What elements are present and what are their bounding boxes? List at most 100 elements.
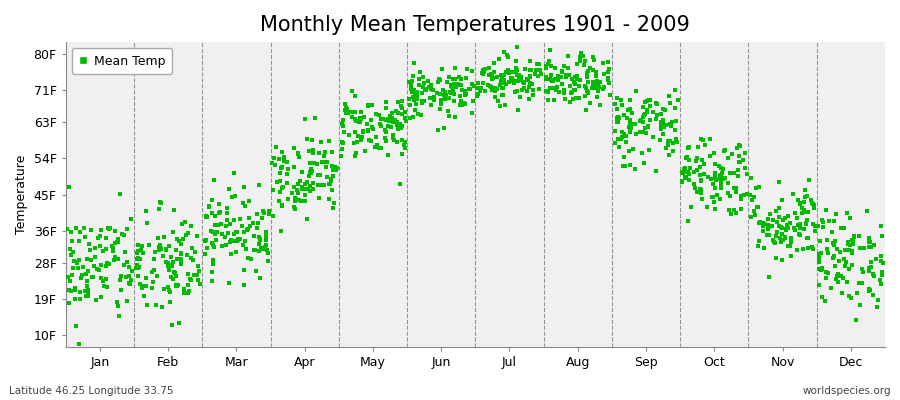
Point: [223, 251, 238, 258]
Point: [120, 226, 134, 232]
Point: [798, 187, 813, 193]
Point: [866, 292, 880, 298]
Point: [510, 72, 525, 78]
Point: [477, 65, 491, 72]
Point: [784, 235, 798, 241]
Point: [787, 225, 801, 231]
Point: [587, 56, 601, 63]
Point: [496, 85, 510, 92]
Point: [580, 88, 594, 94]
Point: [488, 84, 502, 91]
Point: [727, 170, 742, 176]
Point: [99, 235, 113, 241]
Point: [864, 259, 878, 266]
Point: [752, 243, 766, 249]
Point: [600, 75, 615, 81]
Point: [714, 165, 728, 172]
Point: [252, 248, 266, 254]
Point: [776, 237, 790, 243]
Point: [171, 282, 185, 289]
Point: [861, 268, 876, 274]
Point: [302, 173, 316, 180]
Point: [149, 272, 164, 279]
Point: [405, 78, 419, 84]
Point: [67, 265, 81, 272]
Point: [483, 71, 498, 77]
Point: [842, 293, 856, 300]
Point: [213, 220, 228, 227]
Point: [136, 250, 150, 256]
Point: [680, 217, 695, 224]
Point: [162, 243, 176, 249]
Point: [573, 49, 588, 56]
Point: [547, 65, 562, 71]
Point: [515, 87, 529, 93]
Point: [438, 92, 453, 98]
Point: [680, 154, 695, 160]
Point: [494, 78, 508, 84]
Point: [140, 208, 154, 214]
Point: [192, 268, 206, 274]
Point: [490, 74, 504, 80]
Point: [470, 85, 484, 91]
Point: [716, 176, 730, 183]
Point: [160, 260, 175, 267]
Point: [112, 191, 127, 198]
Point: [447, 114, 462, 120]
Point: [747, 208, 761, 214]
Point: [80, 255, 94, 262]
Point: [169, 283, 184, 289]
Point: [424, 86, 438, 92]
Point: [466, 98, 481, 104]
Point: [781, 213, 796, 220]
Point: [593, 79, 608, 85]
Point: [166, 259, 180, 266]
Point: [476, 69, 491, 75]
Point: [675, 178, 689, 185]
Point: [295, 186, 310, 192]
Point: [113, 286, 128, 293]
Point: [813, 237, 827, 244]
Point: [659, 144, 673, 151]
Point: [586, 78, 600, 85]
Point: [565, 89, 580, 96]
Point: [395, 150, 410, 157]
Point: [544, 71, 559, 78]
Point: [298, 116, 312, 122]
Point: [541, 61, 555, 67]
Point: [294, 183, 309, 190]
Point: [256, 246, 271, 252]
Point: [79, 292, 94, 299]
Point: [694, 157, 708, 163]
Point: [760, 232, 774, 239]
Point: [505, 69, 519, 76]
Point: [749, 185, 763, 191]
Point: [123, 216, 138, 222]
Point: [841, 241, 855, 248]
Point: [562, 72, 576, 78]
Point: [162, 266, 176, 273]
Point: [287, 198, 302, 204]
Point: [847, 233, 861, 239]
Point: [542, 58, 556, 64]
Point: [812, 258, 826, 265]
Point: [578, 58, 592, 64]
Point: [665, 148, 680, 154]
Point: [206, 176, 220, 183]
Point: [457, 88, 472, 94]
Point: [663, 138, 678, 144]
Point: [458, 75, 473, 82]
Point: [698, 142, 713, 148]
Point: [691, 144, 706, 150]
Point: [77, 288, 92, 294]
Point: [390, 122, 404, 128]
Point: [259, 236, 274, 243]
Point: [405, 89, 419, 96]
Point: [654, 126, 669, 132]
Point: [538, 88, 553, 94]
Point: [752, 238, 766, 244]
Point: [737, 165, 751, 171]
Point: [833, 249, 848, 255]
Point: [505, 75, 519, 81]
Point: [324, 176, 338, 182]
